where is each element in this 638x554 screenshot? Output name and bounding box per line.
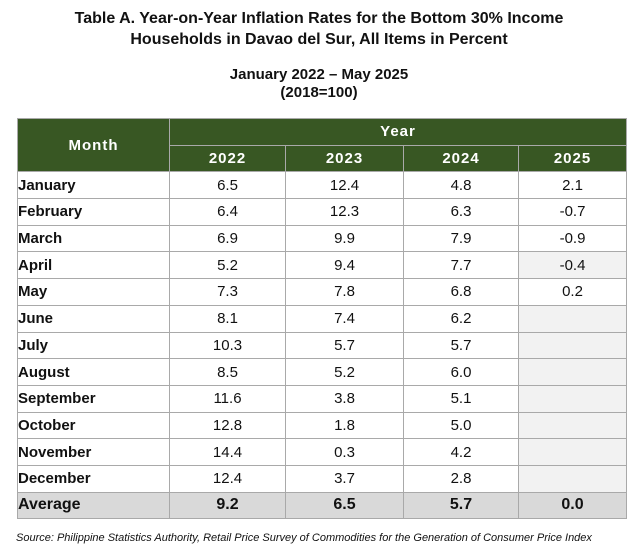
source-note: Source: Philippine Statistics Authority,… — [16, 532, 592, 544]
month-cell: October — [17, 411, 170, 440]
value-cell-2022: 12.4 — [169, 464, 286, 493]
value-cell-2024: 2.8 — [403, 464, 519, 493]
table-header: Month Year 2022 2023 2024 2025 — [17, 117, 628, 173]
value-cell-2022: 6.9 — [169, 224, 286, 253]
month-cell: September — [17, 384, 170, 413]
value-cell-2025 — [517, 438, 628, 466]
value-cell-2023: 3.8 — [285, 384, 404, 413]
value-cell-2023: 12.4 — [285, 171, 404, 200]
value-cell-2025 — [517, 464, 628, 493]
value-cell-2023: 5.2 — [285, 358, 404, 386]
value-cell-2023: 12.3 — [285, 198, 404, 226]
column-header-month: Month — [17, 117, 170, 173]
table-row: February 6.4 12.3 6.3 -0.7 — [17, 198, 628, 226]
header-row-top: Month Year — [17, 117, 628, 173]
value-cell-2022: 7.3 — [169, 278, 286, 306]
table-body: January 6.5 12.4 4.8 2.1 February 6.4 12.3 6.3 -0… — [17, 171, 628, 493]
month-cell: January — [17, 171, 170, 200]
value-cell-2025 — [517, 358, 628, 386]
table-title: Table A. Year-on-Year Inflation Rates fo… — [0, 8, 638, 50]
value-cell-2022: 6.4 — [169, 198, 286, 226]
value-cell-2025: 0.2 — [517, 278, 628, 306]
month-cell: July — [17, 331, 170, 360]
average-2024: 5.7 — [403, 491, 519, 520]
column-header-year: Year — [168, 118, 628, 146]
value-cell-2024: 6.2 — [403, 304, 519, 333]
month-cell: March — [17, 224, 170, 253]
month-cell: June — [17, 304, 170, 333]
value-cell-2024: 5.1 — [403, 384, 519, 413]
month-cell: August — [17, 358, 170, 386]
table-row: January 6.5 12.4 4.8 2.1 — [17, 171, 628, 200]
average-row: Average 9.2 6.5 5.7 0.0 — [17, 491, 628, 520]
value-cell-2023: 1.8 — [285, 411, 404, 440]
value-cell-2023: 7.8 — [285, 278, 404, 306]
header-row-years: 2022 2023 2024 2025 — [18, 144, 628, 173]
value-cell-2025 — [517, 411, 628, 440]
table-title-line-1: Table A. Year-on-Year Inflation Rates fo… — [74, 10, 564, 27]
column-header-2023: 2023 — [285, 144, 404, 173]
month-cell: December — [17, 464, 170, 493]
value-cell-2024: 4.8 — [403, 171, 519, 200]
month-cell: February — [17, 198, 170, 226]
value-cell-2024: 6.0 — [403, 358, 519, 386]
table-row: April 5.2 9.4 7.7 -0.4 — [17, 251, 628, 280]
value-cell-2025: 2.1 — [517, 171, 628, 200]
value-cell-2024: 7.9 — [403, 224, 519, 253]
value-cell-2022: 6.5 — [169, 171, 286, 200]
average-label: Average — [17, 491, 170, 520]
value-cell-2024: 4.2 — [403, 438, 519, 466]
table-footer: Average 9.2 6.5 5.7 0.0 — [17, 491, 628, 520]
value-cell-2023: 7.4 — [285, 304, 404, 333]
table-subtitle: January 2022 – May 2025 (2018=100) — [0, 66, 638, 102]
value-cell-2022: 11.6 — [169, 384, 286, 413]
value-cell-2024: 7.7 — [403, 251, 519, 280]
month-cell: April — [17, 251, 170, 280]
table-title-line-2: Households in Davao del Sur, All Items i… — [130, 31, 508, 48]
value-cell-2023: 9.9 — [285, 224, 404, 253]
table-subtitle-period: January 2022 – May 2025 — [229, 66, 409, 83]
average-2022: 9.2 — [169, 491, 286, 520]
table-row: October 12.8 1.8 5.0 — [17, 411, 628, 440]
value-cell-2022: 8.1 — [169, 304, 286, 333]
value-cell-2023: 9.4 — [285, 251, 404, 280]
table-row: November 14.4 0.3 4.2 — [17, 438, 628, 466]
table-subtitle-base-year: (2018=100) — [280, 84, 358, 101]
column-header-2025: 2025 — [517, 144, 628, 173]
value-cell-2023: 0.3 — [285, 438, 404, 466]
value-cell-2024: 6.8 — [403, 278, 519, 306]
value-cell-2022: 8.5 — [169, 358, 286, 386]
value-cell-2023: 3.7 — [285, 464, 404, 493]
column-header-2022: 2022 — [169, 144, 286, 173]
table-row: March 6.9 9.9 7.9 -0.9 — [17, 224, 628, 253]
value-cell-2022: 5.2 — [169, 251, 286, 280]
table-row: June 8.1 7.4 6.2 — [17, 304, 628, 333]
value-cell-2024: 5.7 — [403, 331, 519, 360]
table-row: September 11.6 3.8 5.1 — [17, 384, 628, 413]
value-cell-2025 — [517, 331, 628, 360]
value-cell-2023: 5.7 — [285, 331, 404, 360]
month-cell: November — [17, 438, 170, 466]
month-cell: May — [17, 278, 170, 306]
column-header-2024: 2024 — [403, 144, 519, 173]
average-2025: 0.0 — [517, 491, 628, 520]
value-cell-2025 — [517, 384, 628, 413]
value-cell-2024: 5.0 — [403, 411, 519, 440]
value-cell-2022: 14.4 — [169, 438, 286, 466]
value-cell-2024: 6.3 — [403, 198, 519, 226]
value-cell-2025: -0.4 — [517, 251, 628, 280]
inflation-table: Month Year 2022 2023 2024 2025 January 6.… — [17, 117, 628, 520]
average-2023: 6.5 — [285, 491, 404, 520]
table-row: May 7.3 7.8 6.8 0.2 — [17, 278, 628, 306]
table-row: July 10.3 5.7 5.7 — [17, 331, 628, 360]
table-row: August 8.5 5.2 6.0 — [17, 358, 628, 386]
value-cell-2025 — [517, 304, 628, 333]
table-row: December 12.4 3.7 2.8 — [17, 464, 628, 493]
value-cell-2025: -0.7 — [517, 198, 628, 226]
value-cell-2022: 12.8 — [169, 411, 286, 440]
value-cell-2022: 10.3 — [169, 331, 286, 360]
value-cell-2025: -0.9 — [517, 224, 628, 253]
